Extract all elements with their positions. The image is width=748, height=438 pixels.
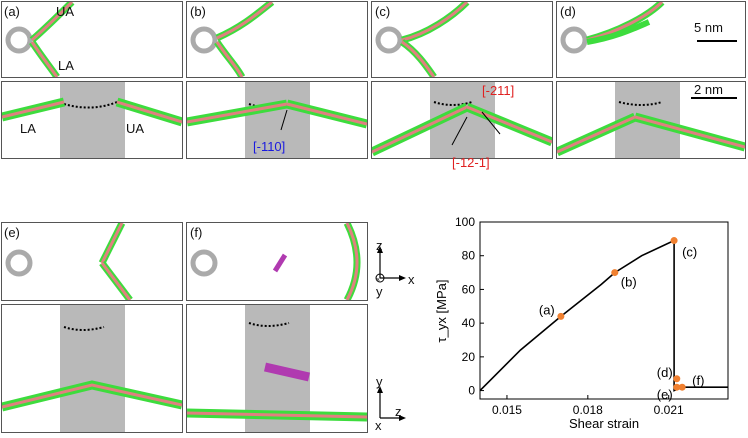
panel-d-bottom (555, 81, 747, 159)
la-lower-label: LA (20, 121, 36, 136)
scale-bar-top-label: 5 nm (694, 20, 723, 35)
panel-b-bottom-drawing (186, 82, 369, 158)
x-tick-label: 0.021 (654, 403, 684, 417)
data-point (673, 383, 681, 391)
axis-top-y: y (376, 284, 383, 299)
y-tick-label: 40 (462, 316, 476, 330)
void-icon (5, 26, 33, 54)
x-tick-label: 0.018 (573, 403, 603, 417)
data-point-label: (d) (657, 365, 673, 380)
dir-110-label: [-110] (253, 139, 286, 154)
panel-c-label: (c) (375, 4, 391, 19)
panel-d-bottom-drawing (555, 82, 747, 158)
panel-a-top-drawing (5, 0, 75, 80)
dir-121-label: [-12-1] (452, 155, 490, 170)
data-point-label: (a) (539, 302, 555, 317)
data-point-label: (b) (621, 275, 637, 290)
panel-a-top (1, 0, 183, 80)
panel-a-bottom (0, 81, 184, 159)
panel-f-bottom (186, 304, 368, 433)
data-point-label: (f) (692, 373, 704, 388)
y-tick-label: 60 (462, 282, 476, 296)
axes-top-icon: × (375, 246, 406, 284)
void-icon (190, 249, 218, 277)
panel-c-bottom-drawing (370, 82, 554, 158)
y-tick-label: 100 (455, 216, 475, 229)
panel-b-bottom (186, 81, 369, 159)
panel-f-label: (f) (190, 225, 203, 240)
void-icon (375, 26, 403, 54)
panel-e-bottom-drawing (0, 305, 183, 432)
data-point (670, 237, 678, 245)
stress-curve (479, 239, 728, 392)
panel-a-label: (a) (4, 4, 20, 19)
panel-f-bottom-drawing (186, 305, 368, 432)
x-axis-label: Shear strain (569, 416, 639, 431)
axis-top-x: x (408, 272, 415, 287)
panel-c-top (371, 0, 553, 80)
y-tick-label: 0 (468, 384, 475, 398)
panel-d-label: (d) (560, 4, 576, 19)
axes-bottom-icon (377, 386, 406, 421)
axis-top-z: z (376, 238, 383, 253)
panel-f-top-drawing (190, 221, 361, 302)
ua-label: UA (56, 4, 75, 19)
panel-d-top-drawing (560, 0, 737, 54)
stress-strain-chart: 0 20 40 60 80 100 0.015 0.018 0.021 (a) (b) (c) (d… (434, 216, 729, 431)
axis-bottom-x: x (375, 418, 382, 433)
data-point (557, 312, 565, 320)
y-tick-label: 80 (462, 249, 476, 263)
void-icon (5, 249, 33, 277)
panel-c-bottom (370, 81, 554, 159)
void-icon (190, 26, 218, 54)
data-point (678, 383, 686, 391)
panel-c-top-drawing (375, 0, 470, 80)
panel-d-top (556, 0, 746, 78)
data-point (673, 375, 681, 383)
panel-b-top-drawing (190, 0, 275, 79)
axis-bottom-y: y (376, 374, 383, 389)
panel-e-bottom (0, 304, 183, 433)
y-tick-label: 20 (462, 350, 476, 364)
panel-b-label: (b) (190, 4, 206, 19)
dir-211-label: [-211] (482, 83, 515, 98)
axis-bottom-z: z (395, 404, 402, 419)
panel-e-top-drawing (5, 221, 133, 303)
la-label: LA (58, 58, 74, 73)
y-axis-label: τ_yx [MPa] (434, 280, 449, 343)
panel-e-top (1, 221, 183, 303)
panel-b-top (186, 0, 368, 79)
plot-frame (479, 221, 729, 400)
scale-bar-bottom-label: 2 nm (694, 82, 723, 97)
data-point-label: (e) (657, 387, 673, 402)
data-point (611, 269, 619, 277)
void-icon (560, 26, 588, 54)
panel-f-top (186, 221, 368, 302)
panel-a-bottom-drawing (0, 82, 184, 158)
svg-text:×: × (376, 277, 380, 284)
x-tick-label: 0.015 (492, 403, 522, 417)
data-point-label: (c) (682, 245, 697, 260)
panel-e-label: (e) (4, 225, 20, 240)
ua-lower-label: UA (126, 121, 145, 136)
